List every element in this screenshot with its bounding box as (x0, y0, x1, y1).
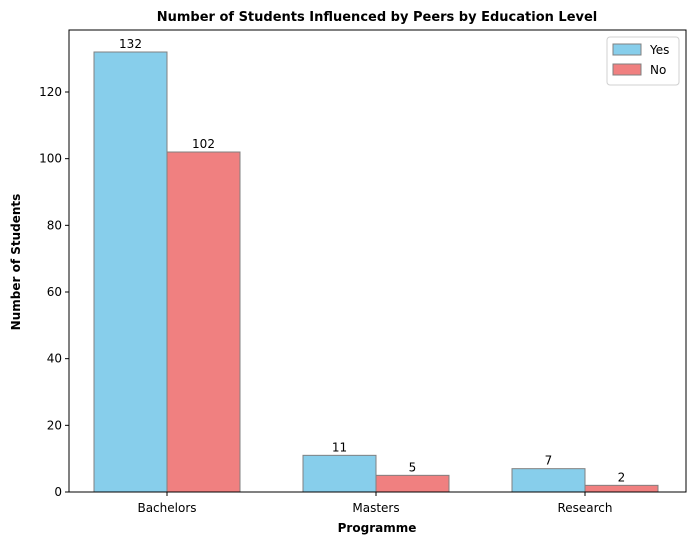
data-label-no-research: 2 (618, 470, 626, 484)
data-label-no-bachelors: 102 (192, 137, 215, 151)
plot-frame (68, 29, 687, 493)
y-tick-label: 40 (47, 352, 62, 366)
legend-label-no: No (650, 63, 666, 77)
y-tick-label: 20 (47, 418, 62, 432)
bar-no-research (584, 484, 659, 493)
y-tick-label: 80 (47, 218, 62, 232)
data-label-yes-research: 7 (545, 454, 553, 468)
x-tick-label-bachelors: Bachelors (137, 501, 196, 515)
y-axis-label: Number of Students (9, 194, 23, 331)
data-label-no-masters: 5 (409, 460, 417, 474)
bar-yes-masters (302, 454, 377, 493)
x-tick-label-research: Research (557, 501, 612, 515)
y-tick-label: 120 (39, 85, 62, 99)
legend-label-yes: Yes (649, 43, 669, 57)
bar-no-masters (375, 474, 450, 493)
data-label-yes-bachelors: 132 (119, 37, 142, 51)
legend-swatch-no (612, 63, 642, 76)
x-axis: Bachelors Masters Research (137, 492, 613, 515)
bar-yes-research (511, 468, 586, 493)
bar-yes-bachelors (93, 51, 168, 493)
y-tick-label: 60 (47, 285, 62, 299)
bars-group (93, 51, 659, 493)
data-label-yes-masters: 11 (332, 440, 347, 454)
y-tick-label: 100 (39, 152, 62, 166)
y-tick-label: 0 (54, 485, 62, 499)
bar-no-bachelors (166, 151, 241, 493)
x-axis-label: Programme (338, 521, 417, 535)
legend: Yes No (606, 36, 680, 86)
data-labels-group: 132 102 11 5 7 2 (119, 37, 625, 484)
chart-title: Number of Students Influenced by Peers b… (157, 10, 598, 25)
plot-area: 132 102 11 5 7 2 0 20 40 60 80 100 120 Bachelors Mas… (39, 29, 687, 515)
x-tick-label-masters: Masters (352, 501, 399, 515)
y-axis: 0 20 40 60 80 100 120 (39, 85, 69, 499)
legend-swatch-yes (612, 43, 642, 56)
